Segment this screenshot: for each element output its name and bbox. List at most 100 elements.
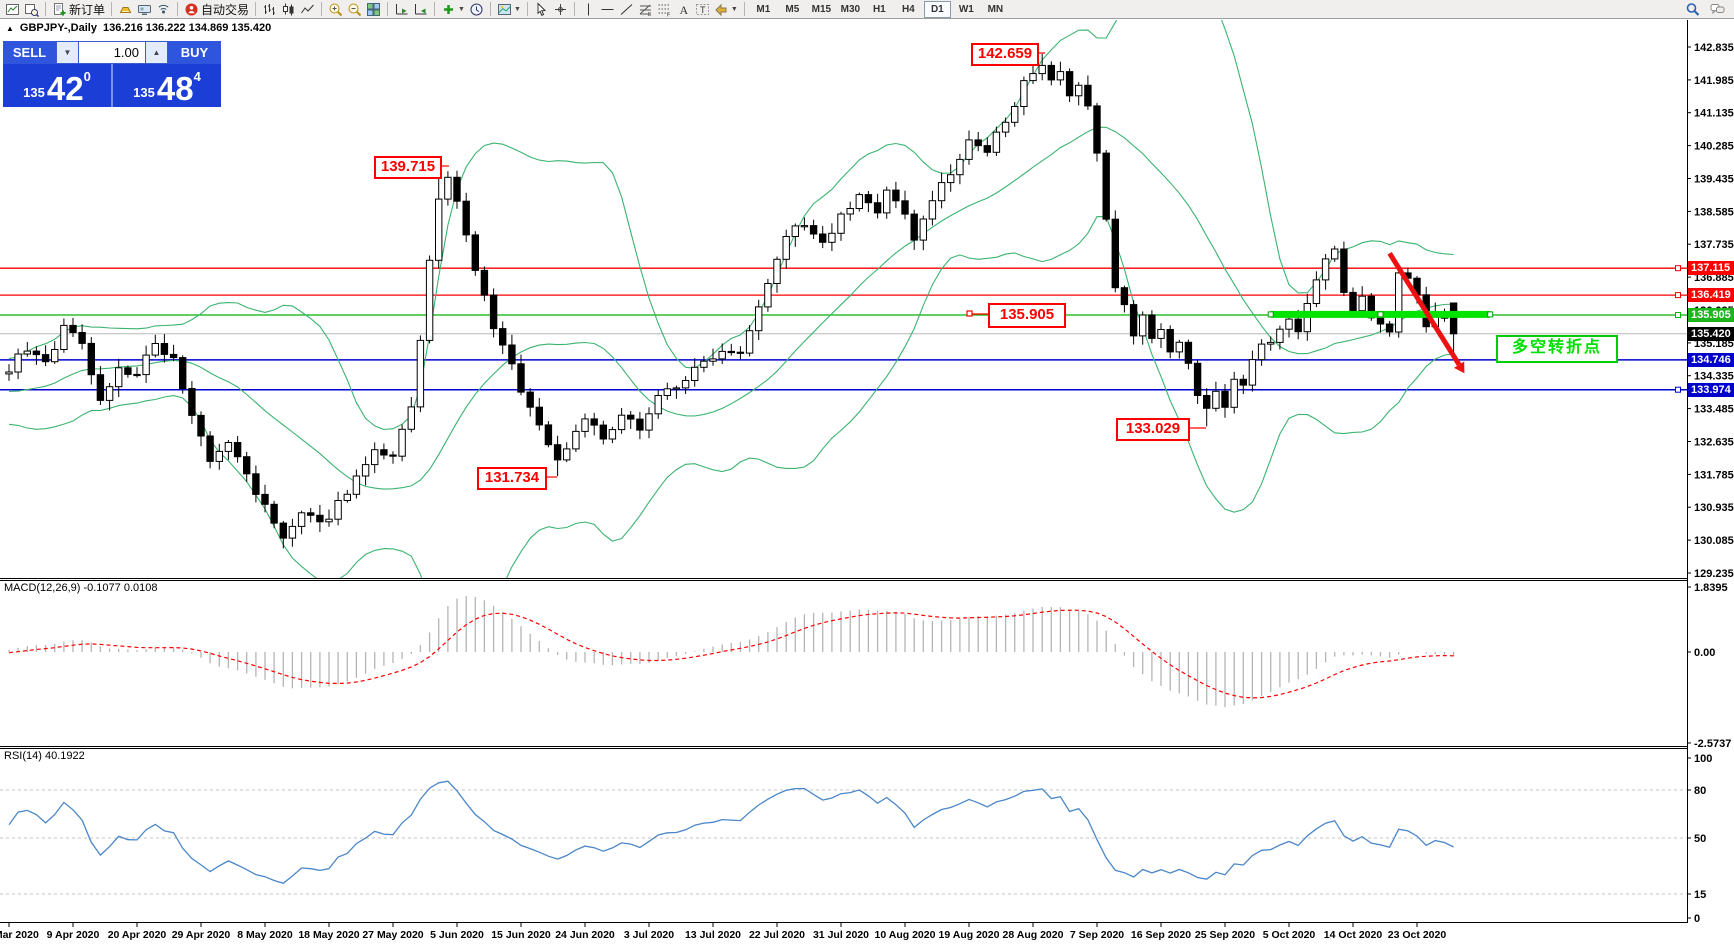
toolbar-separator — [111, 2, 113, 16]
toolbar-separator — [387, 2, 389, 16]
rsi-line — [8, 780, 1454, 885]
svg-text:7 Sep 2020: 7 Sep 2020 — [1070, 929, 1124, 941]
timeframe-h4[interactable]: H4 — [901, 3, 915, 15]
timeframe-m15[interactable]: M15 — [811, 3, 832, 15]
volume-decrease-button[interactable]: ▼ — [56, 41, 79, 64]
svg-text:20 Apr 2020: 20 Apr 2020 — [108, 929, 167, 941]
price-annotation[interactable]: 133.029 — [1116, 418, 1190, 441]
chat-button[interactable] — [1708, 1, 1727, 18]
tile-windows-button[interactable] — [364, 1, 383, 18]
trend-arrow — [1387, 251, 1465, 374]
timeframe-d1[interactable]: D1 — [923, 0, 951, 18]
new-chart-button[interactable] — [3, 1, 22, 18]
timeframe-m1[interactable]: M1 — [756, 3, 771, 15]
rsi-label: RSI(14) 40.1922 — [4, 750, 85, 762]
svg-text:31 Jul 2020: 31 Jul 2020 — [813, 929, 869, 941]
collapse-arrow-icon[interactable]: ▲ — [6, 23, 14, 33]
templates-icon — [497, 3, 511, 15]
timeframe-m30[interactable]: M30 — [840, 3, 861, 15]
svg-text:5 Oct 2020: 5 Oct 2020 — [1263, 929, 1316, 941]
line-chart-icon — [301, 4, 314, 13]
shapes-button[interactable]: ▼ — [712, 1, 740, 18]
buy-button[interactable]: BUY — [168, 41, 221, 64]
zoom-out-button[interactable] — [345, 1, 364, 18]
line-chart-button[interactable] — [298, 1, 317, 18]
trendline-button[interactable] — [617, 1, 636, 18]
gold-ingot-button[interactable] — [116, 1, 135, 18]
horizontal-line-button[interactable] — [598, 1, 617, 18]
svg-text:28 Aug 2020: 28 Aug 2020 — [1003, 929, 1064, 941]
svg-text:142.835: 142.835 — [1694, 42, 1734, 54]
search-button[interactable] — [1683, 1, 1702, 18]
signals-button[interactable] — [154, 1, 173, 18]
svg-text:19 Aug 2020: 19 Aug 2020 — [939, 929, 1000, 941]
cursor-icon — [537, 1, 547, 16]
macd-histogram — [8, 595, 1455, 708]
svg-text:F: F — [667, 12, 670, 17]
svg-text:10 Aug 2020: 10 Aug 2020 — [875, 929, 936, 941]
svg-text:15: 15 — [1694, 889, 1706, 901]
buy-price-big: 48 — [156, 69, 194, 107]
price-badge: 137.115 — [1688, 261, 1734, 276]
timeframe-m5[interactable]: M5 — [785, 3, 800, 15]
auto-scroll-button[interactable] — [392, 1, 411, 18]
svg-text:E: E — [648, 12, 652, 17]
svg-text:100: 100 — [1694, 753, 1712, 765]
zoom-in-button[interactable] — [326, 1, 345, 18]
chart-shift-button[interactable] — [411, 1, 430, 18]
timeframe-w1[interactable]: W1 — [958, 3, 974, 15]
text-button[interactable]: A — [674, 1, 693, 18]
svg-text:139.435: 139.435 — [1694, 174, 1734, 186]
price-annotation[interactable]: 131.734 — [477, 467, 547, 490]
terminal-icon — [138, 4, 152, 15]
period-clock-button[interactable] — [467, 1, 486, 18]
price-badge: 134.746 — [1688, 352, 1734, 367]
add-indicator-button[interactable]: ▼ — [439, 1, 467, 18]
volume-increase-button[interactable]: ▲ — [145, 41, 168, 64]
auto-scroll-icon — [396, 3, 408, 14]
bollinger-bands — [8, 20, 1454, 578]
channel-icon: F — [658, 4, 671, 17]
channel-button[interactable]: F — [655, 1, 674, 18]
sell-button[interactable]: SELL — [3, 41, 56, 64]
fibo-button[interactable]: E — [636, 1, 655, 18]
bar-chart-button[interactable] — [260, 1, 279, 18]
svg-text:131.785: 131.785 — [1694, 469, 1734, 481]
svg-text:3 Jul 2020: 3 Jul 2020 — [624, 929, 674, 941]
buy-price-sup: 4 — [193, 69, 201, 84]
timeframe-h1[interactable]: H1 — [872, 3, 886, 15]
signals-icon — [158, 4, 169, 13]
timeframe-mn[interactable]: MN — [987, 3, 1004, 15]
svg-text:8 May 2020: 8 May 2020 — [237, 929, 293, 941]
chat-icon — [1710, 3, 1725, 14]
svg-text:15 Jun 2020: 15 Jun 2020 — [491, 929, 551, 941]
cursor-button[interactable] — [532, 1, 551, 18]
svg-text:18 May 2020: 18 May 2020 — [298, 929, 359, 941]
price-annotation[interactable]: 135.905 — [988, 303, 1066, 328]
new-order-button[interactable]: 新订单 — [50, 1, 107, 18]
autotrading-icon — [185, 3, 198, 15]
candle-chart-button[interactable] — [279, 1, 298, 18]
svg-text:135.185: 135.185 — [1694, 338, 1734, 350]
trade-price-row: 135 42 0 135 48 4 — [3, 64, 221, 107]
buy-price[interactable]: 135 48 4 — [113, 64, 221, 107]
svg-text:50: 50 — [1694, 833, 1706, 845]
autotrading-button[interactable]: 自动交易 — [182, 1, 251, 18]
price-annotation[interactable]: 142.659 — [971, 43, 1039, 66]
terminal-button[interactable] — [135, 1, 154, 18]
crosshair-icon — [554, 3, 566, 15]
vertical-line-button[interactable] — [579, 1, 598, 18]
crosshair-button[interactable] — [551, 1, 570, 18]
price-annotation[interactable]: 139.715 — [374, 156, 442, 179]
profiles-button[interactable] — [22, 1, 41, 18]
svg-text:24 Jun 2020: 24 Jun 2020 — [555, 929, 615, 941]
zoom-out-icon — [348, 3, 362, 16]
svg-text:141.985: 141.985 — [1694, 75, 1734, 87]
svg-text:1.8395: 1.8395 — [1694, 582, 1728, 594]
trend-note-label[interactable]: 多空转折点 — [1496, 335, 1618, 363]
sell-price[interactable]: 135 42 0 — [3, 64, 113, 107]
text-label-button[interactable]: T — [693, 1, 712, 18]
volume-input[interactable] — [79, 41, 145, 64]
templates-button[interactable]: ▼ — [495, 1, 523, 18]
